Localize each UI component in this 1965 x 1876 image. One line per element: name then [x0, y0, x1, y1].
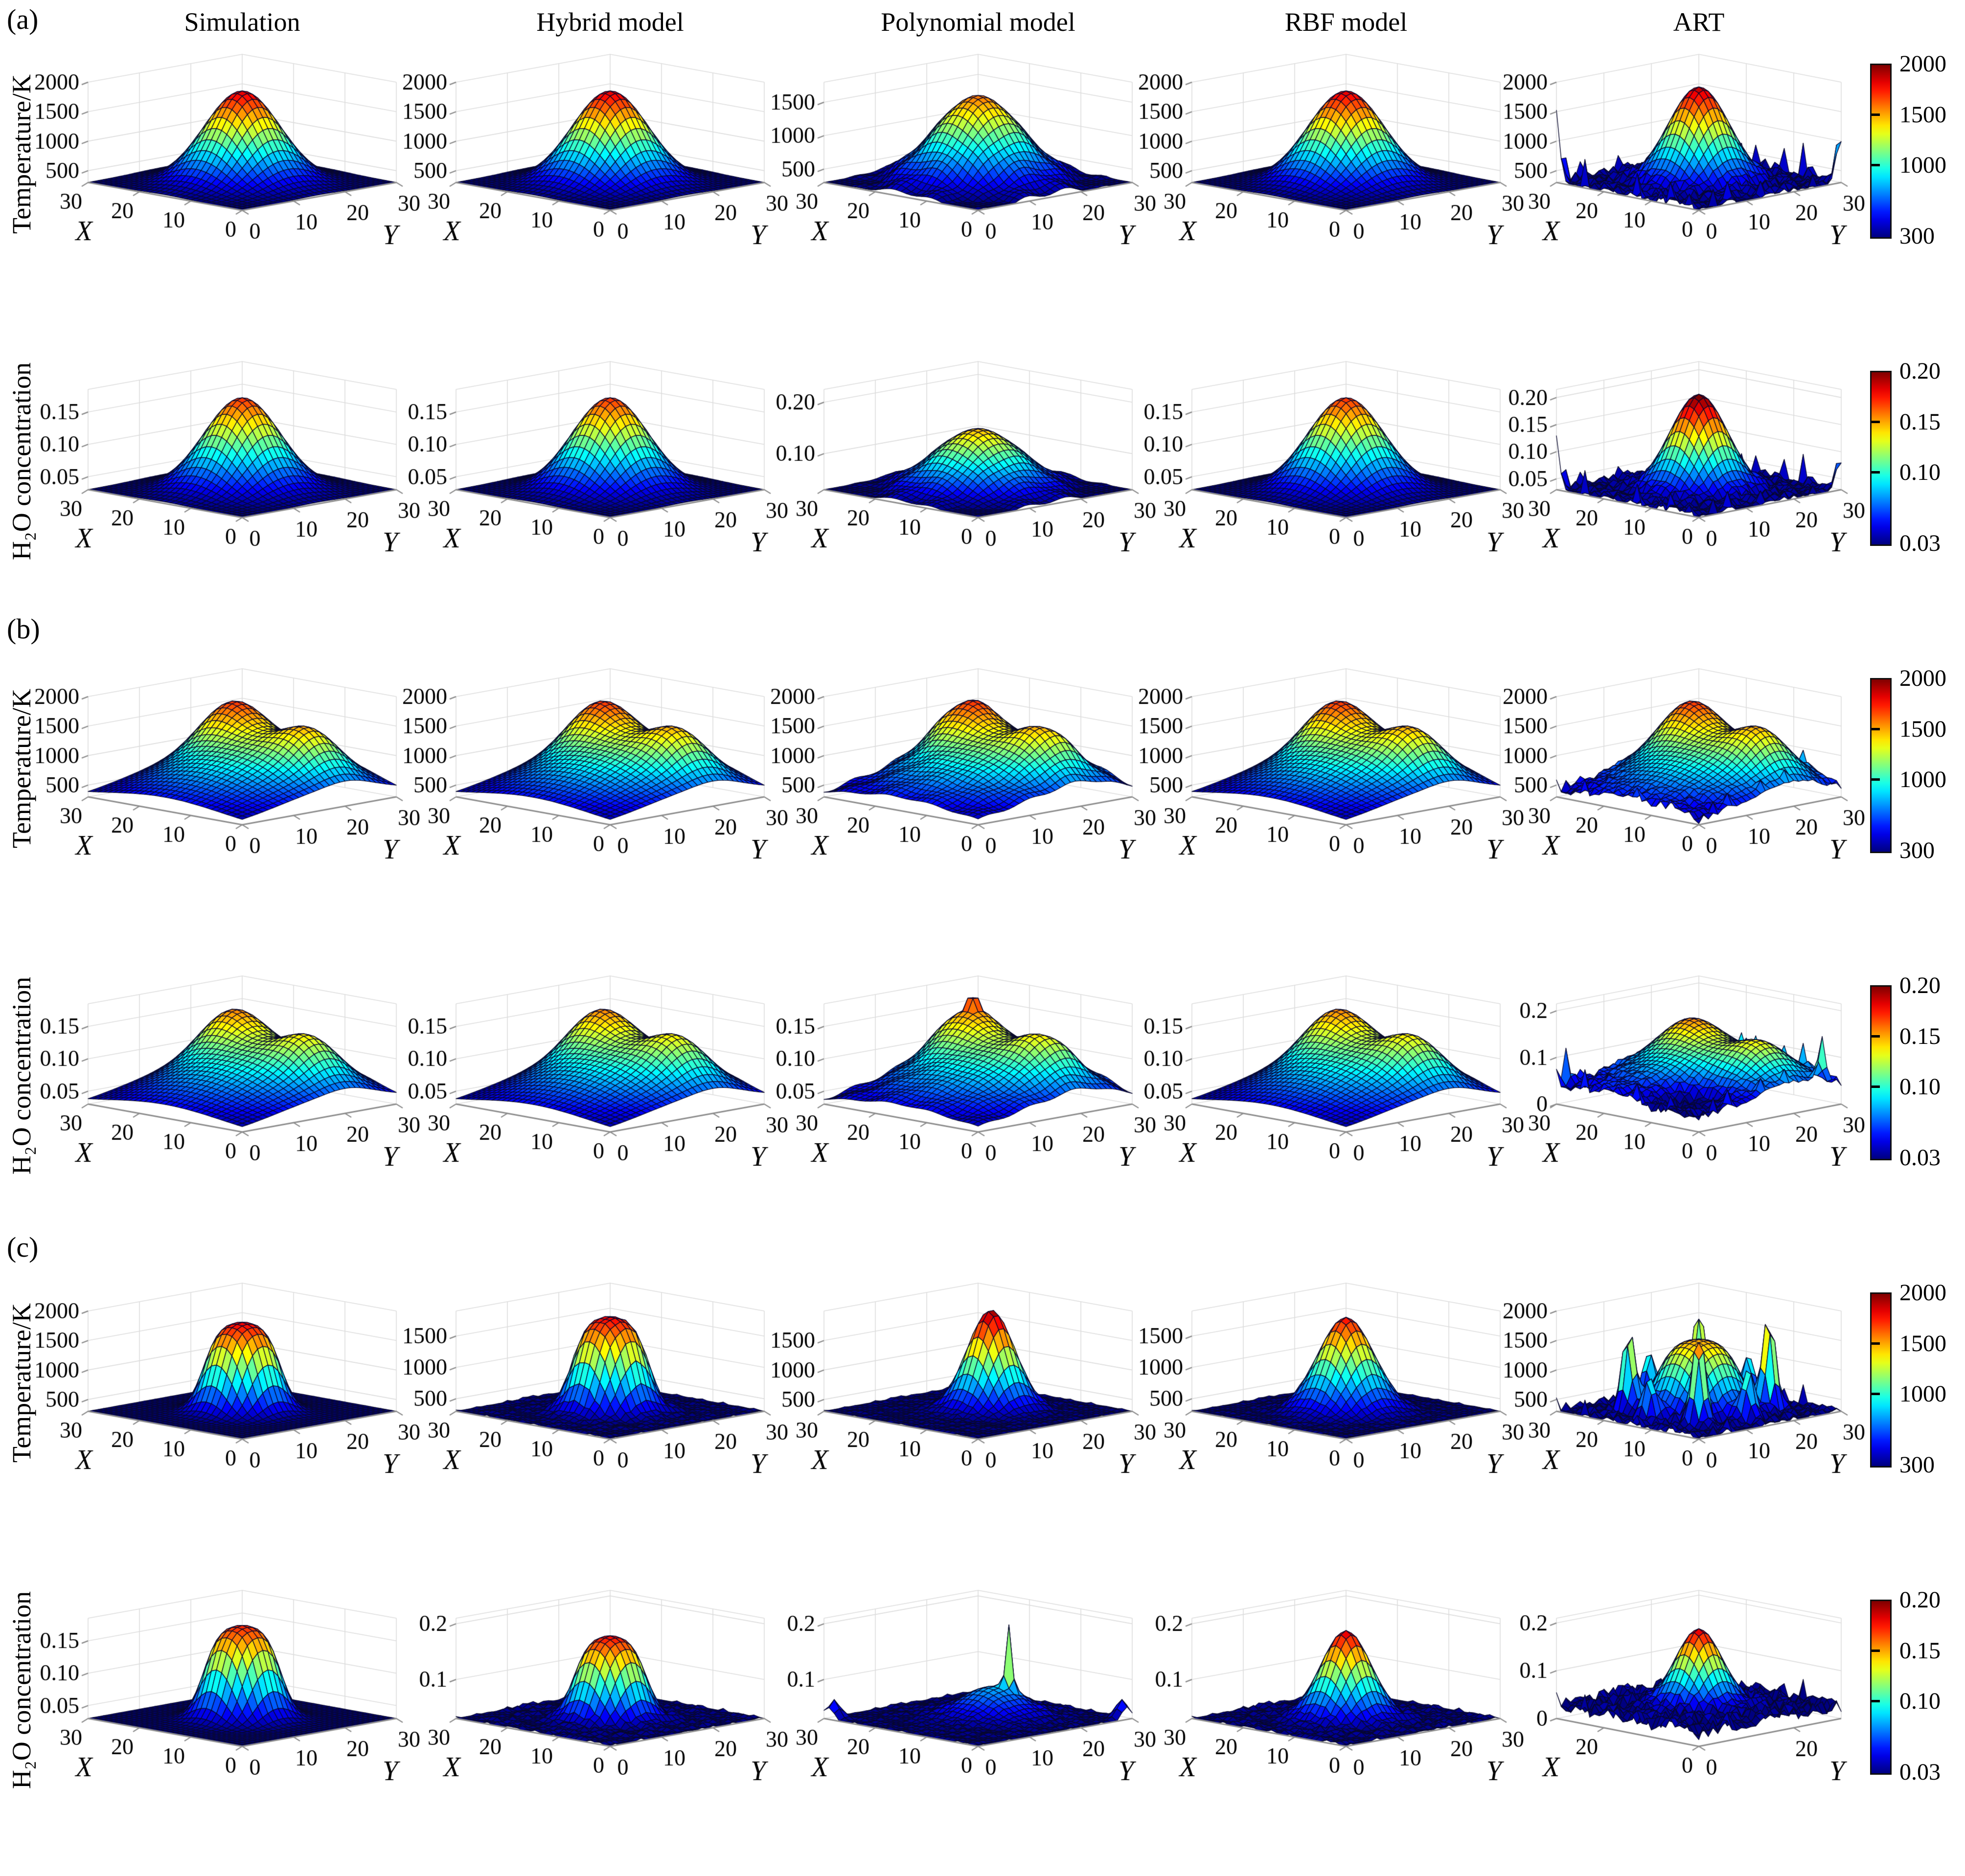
- surface-plot-b-temperature-col2: [399, 614, 830, 922]
- colorbar-tick-label-1000: 1000: [1899, 767, 1946, 793]
- colorbar-tick-label-1500: 1500: [1899, 716, 1946, 742]
- colorbar-tick-label-0.03: 0.03: [1899, 1145, 1941, 1171]
- surface-plot-b-h2o-col3: [767, 922, 1198, 1229]
- surface-plot-c-h2o-col1: [31, 1536, 462, 1843]
- surface-plot-b-h2o-col5: [1503, 922, 1934, 1229]
- colorbar-tick-label-2000: 2000: [1899, 665, 1946, 691]
- colorbar-tick-label-0.03: 0.03: [1899, 530, 1941, 556]
- colorbar-tick-mark: [1872, 113, 1880, 116]
- surface-plot-c-h2o-col2: [399, 1536, 830, 1843]
- colorbar-tick-mark: [1872, 1393, 1880, 1396]
- surface-plot-c-temperature-col1: [31, 1229, 462, 1536]
- surface-plot-c-h2o-col4: [1135, 1536, 1566, 1843]
- surface-plot-a-h2o-col2: [399, 307, 830, 614]
- colorbar-tick-label-0.10: 0.10: [1899, 1688, 1941, 1715]
- surface-plot-a-temperature-col2: [399, 0, 830, 307]
- colorbar-tick-mark: [1872, 1649, 1880, 1652]
- colorbar-tick-mark: [1872, 1085, 1880, 1088]
- surface-plot-c-h2o-col3: [767, 1536, 1198, 1843]
- surface-plot-c-temperature-col4: [1135, 1229, 1566, 1536]
- surface-plot-c-temperature-col5: [1503, 1229, 1934, 1536]
- surface-plot-c-temperature-col3: [767, 1229, 1198, 1536]
- surface-plot-a-h2o-col4: [1135, 307, 1566, 614]
- colorbar-tick-label-300: 300: [1899, 837, 1935, 863]
- surface-plot-a-temperature-col5: [1503, 0, 1934, 307]
- colorbar-tick-mark: [1872, 778, 1880, 781]
- colorbar-tick-mark: [1872, 727, 1880, 730]
- colorbar-tick-label-0.10: 0.10: [1899, 459, 1941, 486]
- surface-plot-a-temperature-col4: [1135, 0, 1566, 307]
- colorbar-h2o-row3: [1870, 985, 1892, 1160]
- surface-plot-b-temperature-col5: [1503, 614, 1934, 922]
- colorbar-tick-label-0.15: 0.15: [1899, 1023, 1941, 1049]
- colorbar-tick-label-300: 300: [1899, 223, 1935, 249]
- colorbar-tick-label-0.20: 0.20: [1899, 1587, 1941, 1613]
- colorbar-tick-mark: [1872, 1700, 1880, 1703]
- surface-plot-a-temperature-col3: [767, 0, 1198, 307]
- colorbar-tick-mark: [1872, 1035, 1880, 1038]
- colorbar-h2o-row1: [1870, 371, 1892, 546]
- colorbar-tick-label-0.20: 0.20: [1899, 358, 1941, 384]
- colorbar-tick-label-0.15: 0.15: [1899, 1637, 1941, 1664]
- surface-plot-b-h2o-col4: [1135, 922, 1566, 1229]
- colorbar-temperature-row4: [1870, 1292, 1892, 1468]
- colorbar-tick-label-1500: 1500: [1899, 1330, 1946, 1356]
- surface-plot-a-h2o-col5: [1503, 307, 1934, 614]
- surface-plot-c-h2o-col5: [1503, 1536, 1934, 1843]
- surface-plot-a-h2o-col1: [31, 307, 462, 614]
- surface-plot-b-temperature-col4: [1135, 614, 1566, 922]
- colorbar-tick-label-0.03: 0.03: [1899, 1759, 1941, 1785]
- surface-plot-c-temperature-col2: [399, 1229, 830, 1536]
- surface-plot-b-temperature-col1: [31, 614, 462, 922]
- colorbar-tick-label-1000: 1000: [1899, 152, 1946, 179]
- colorbar-temperature-row0: [1870, 64, 1892, 239]
- colorbar-tick-label-0.15: 0.15: [1899, 408, 1941, 435]
- colorbar-tick-mark: [1872, 471, 1880, 474]
- colorbar-tick-label-2000: 2000: [1899, 51, 1946, 77]
- surface-plot-a-h2o-col3: [767, 307, 1198, 614]
- surface-plot-b-h2o-col2: [399, 922, 830, 1229]
- colorbar-tick-label-0.10: 0.10: [1899, 1074, 1941, 1100]
- colorbar-temperature-row2: [1870, 678, 1892, 853]
- colorbar-tick-mark: [1872, 164, 1880, 167]
- colorbar-tick-mark: [1872, 420, 1880, 423]
- colorbar-tick-label-1000: 1000: [1899, 1381, 1946, 1407]
- colorbar-tick-label-0.20: 0.20: [1899, 972, 1941, 998]
- surface-plot-b-h2o-col1: [31, 922, 462, 1229]
- colorbar-tick-label-300: 300: [1899, 1452, 1935, 1478]
- colorbar-tick-mark: [1872, 1342, 1880, 1345]
- colorbar-h2o-row5: [1870, 1600, 1892, 1775]
- surface-plot-a-temperature-col1: [31, 0, 462, 307]
- colorbar-tick-label-1500: 1500: [1899, 101, 1946, 128]
- colorbar-tick-label-2000: 2000: [1899, 1280, 1946, 1306]
- surface-plot-b-temperature-col3: [767, 614, 1198, 922]
